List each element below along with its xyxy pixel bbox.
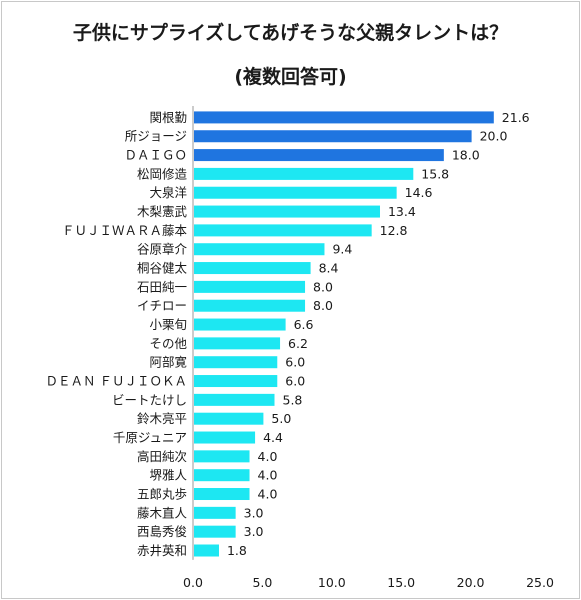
category-label: 西島秀俊 xyxy=(137,524,187,539)
bar-5 xyxy=(194,186,397,199)
category-label: その他 xyxy=(149,336,187,351)
value-label: 8.4 xyxy=(319,261,339,276)
category-label: 堺雅人 xyxy=(149,468,187,483)
chart-subtitle: (複数回答可) xyxy=(234,66,347,88)
bar-15 xyxy=(194,375,278,388)
bar-19 xyxy=(194,450,250,463)
value-label: 4.0 xyxy=(258,468,278,483)
category-label: 千原ジュニア xyxy=(113,430,187,445)
bar-2 xyxy=(194,130,472,143)
category-label: ＦＵＪＩＷＡＲＡ藤本 xyxy=(62,223,188,238)
bar-6 xyxy=(194,205,380,218)
x-tick-label: 10.0 xyxy=(318,575,346,590)
bar-4 xyxy=(194,167,414,180)
bar-11 xyxy=(194,299,306,312)
value-label: 8.0 xyxy=(313,279,333,294)
bar-23 xyxy=(194,525,236,538)
value-label: 6.2 xyxy=(288,336,308,351)
bar-17 xyxy=(194,412,264,425)
x-tick-label: 15.0 xyxy=(387,575,415,590)
category-label: 松岡修造 xyxy=(137,166,188,181)
category-label: 石田純一 xyxy=(137,279,187,294)
value-label: 8.0 xyxy=(313,298,333,313)
bar-1 xyxy=(194,111,494,124)
value-label: 5.0 xyxy=(271,411,291,426)
bar-21 xyxy=(194,488,250,501)
bar-9 xyxy=(194,262,311,275)
value-label: 12.8 xyxy=(380,223,408,238)
value-label: 21.6 xyxy=(502,110,530,125)
bar-16 xyxy=(194,393,275,406)
x-tick-label: 20.0 xyxy=(457,575,485,590)
category-label: 大泉洋 xyxy=(149,185,187,200)
category-label: ＤＡＩＧＯ xyxy=(124,148,187,163)
value-label: 5.8 xyxy=(283,392,303,407)
bar-12 xyxy=(194,318,286,331)
bar-20 xyxy=(194,469,250,482)
x-tick-label: 0.0 xyxy=(183,575,203,590)
bar-3 xyxy=(194,149,444,162)
chart-title: 子供にサプライズしてあげそうな父親タレントは？ xyxy=(72,22,509,44)
value-label: 3.0 xyxy=(244,505,264,520)
x-tick-label: 5.0 xyxy=(252,575,272,590)
value-label: 4.0 xyxy=(258,449,278,464)
category-label: 小栗旬 xyxy=(149,317,187,332)
bar-8 xyxy=(194,243,325,256)
category-label: ＤＥＡＮ ＦＵＪＩＯＫＡ xyxy=(46,374,187,389)
bar-14 xyxy=(194,356,278,369)
value-label: 6.6 xyxy=(294,317,314,332)
value-label: 9.4 xyxy=(332,242,352,257)
category-label: ビートたけし xyxy=(112,392,187,407)
category-label: 鈴木亮平 xyxy=(137,411,187,426)
category-label: 谷原章介 xyxy=(137,242,188,257)
bar-7 xyxy=(194,224,372,237)
value-label: 14.6 xyxy=(405,185,433,200)
category-label: 高田純次 xyxy=(137,449,187,464)
value-label: 4.4 xyxy=(263,430,283,445)
bar-24 xyxy=(194,544,219,557)
category-label: 所ジョージ xyxy=(125,129,187,144)
value-label: 20.0 xyxy=(480,129,508,144)
value-label: 6.0 xyxy=(285,374,305,389)
bar-10 xyxy=(194,280,306,293)
x-tick-label: 25.0 xyxy=(526,575,554,590)
bar-13 xyxy=(194,337,281,350)
value-label: 6.0 xyxy=(285,355,305,370)
category-label: 関根勤 xyxy=(149,110,187,125)
category-label: 阿部寛 xyxy=(149,355,187,370)
value-label: 18.0 xyxy=(452,148,480,163)
value-label: 4.0 xyxy=(258,487,278,502)
category-label: 桐谷健太 xyxy=(137,261,188,276)
bar-22 xyxy=(194,506,236,519)
category-label: イチロー xyxy=(137,298,187,313)
value-label: 1.8 xyxy=(227,543,247,558)
category-label: 木梨憲武 xyxy=(137,204,188,219)
value-label: 15.8 xyxy=(421,166,449,181)
category-label: 藤木直人 xyxy=(137,505,188,520)
value-label: 3.0 xyxy=(244,524,264,539)
value-label: 13.4 xyxy=(388,204,416,219)
category-label: 赤井英和 xyxy=(137,543,187,558)
bar-18 xyxy=(194,431,256,444)
category-label: 五郎丸歩 xyxy=(137,487,187,502)
